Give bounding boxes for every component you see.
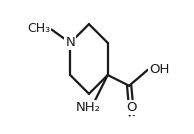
Text: O: O <box>127 101 137 114</box>
Text: OH: OH <box>149 63 170 76</box>
Text: N: N <box>65 36 75 49</box>
Text: CH₃: CH₃ <box>27 22 50 35</box>
Text: NH₂: NH₂ <box>76 101 101 114</box>
